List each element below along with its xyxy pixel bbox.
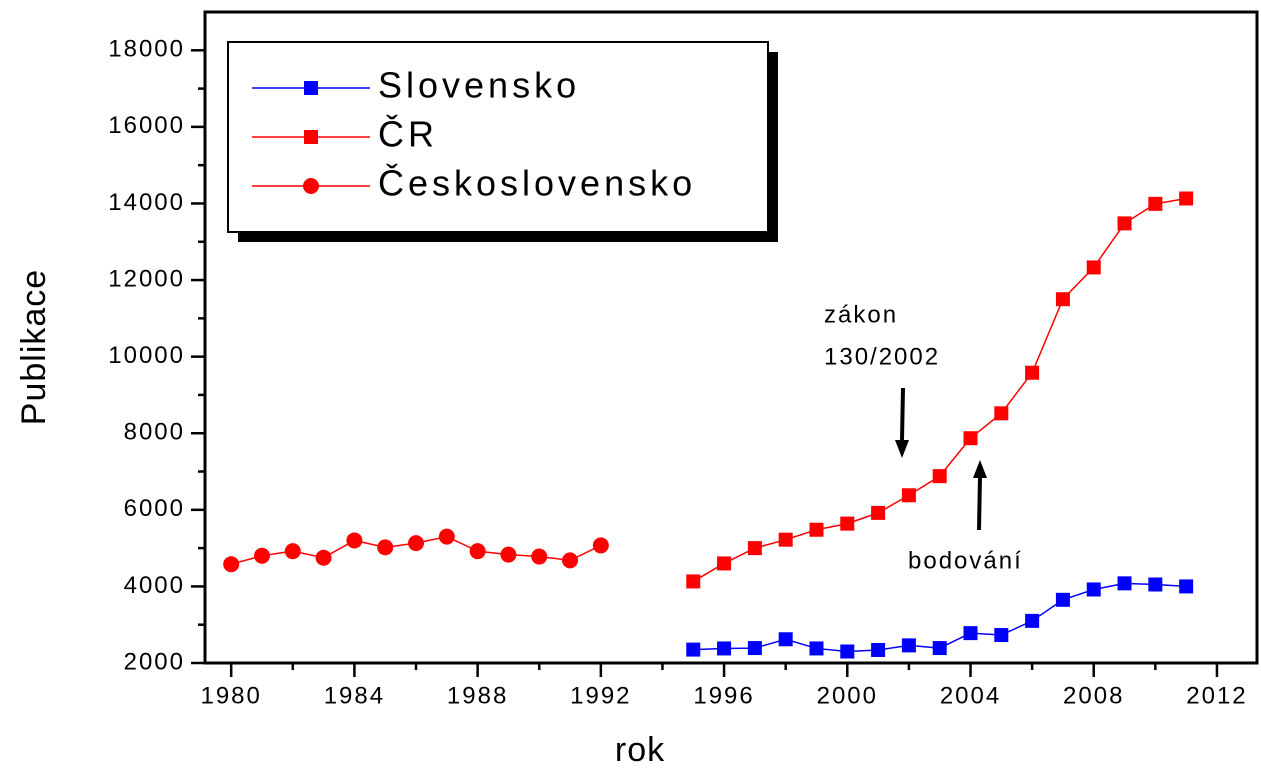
x-axis-label: rok (615, 731, 665, 769)
data-point (1179, 579, 1194, 594)
data-point (438, 528, 455, 545)
x-tick-label: 2000 (817, 682, 878, 709)
data-point (377, 539, 394, 556)
data-point (932, 641, 947, 656)
x-tick-label: 2008 (1063, 682, 1124, 709)
legend-label: Československo (378, 163, 696, 204)
data-point (717, 641, 732, 656)
y-tick-label: 6000 (124, 495, 185, 522)
data-point (994, 406, 1009, 421)
y-tick-label: 2000 (124, 648, 185, 675)
data-point (315, 549, 332, 566)
data-point (809, 522, 824, 537)
y-tick-label: 18000 (108, 36, 185, 63)
y-tick-label: 10000 (108, 342, 185, 369)
data-point (717, 556, 732, 571)
data-point (747, 641, 762, 656)
annotation: 130/2002 (824, 343, 940, 370)
data-point (1117, 576, 1132, 591)
data-point (901, 638, 916, 653)
data-point (1117, 216, 1132, 231)
data-point (1055, 292, 1070, 307)
data-point (686, 642, 701, 657)
plot-frame (203, 10, 1259, 665)
legend-label: Slovensko (378, 65, 580, 106)
data-point (686, 574, 701, 589)
x-tick-label: 1992 (570, 682, 631, 709)
series-line (692, 197, 1187, 583)
legend-label: ČR (378, 114, 438, 155)
data-point (994, 628, 1009, 643)
data-point (778, 532, 793, 547)
legend-marker (303, 178, 319, 194)
data-point (840, 516, 855, 531)
data-point (1055, 592, 1070, 607)
data-point (871, 642, 886, 657)
arrow-shaft (900, 387, 905, 441)
y-axis-label: Publikace (15, 269, 53, 425)
data-point (253, 547, 270, 564)
x-tick-label: 1984 (324, 682, 385, 709)
data-point (747, 541, 762, 556)
data-point (223, 556, 240, 573)
data-point (1025, 613, 1040, 628)
data-point (1148, 196, 1163, 211)
data-point (963, 431, 978, 446)
data-point (469, 543, 486, 560)
y-tick-label: 4000 (124, 572, 185, 599)
arrow-shaft (977, 475, 982, 531)
data-point (531, 548, 548, 565)
data-point (932, 469, 947, 484)
annotation: zákon (824, 301, 898, 328)
data-point (1086, 582, 1101, 597)
data-point (871, 505, 886, 520)
x-tick-label: 1980 (200, 682, 261, 709)
arrow-head (895, 440, 909, 458)
annotation: bodování (908, 547, 1023, 574)
data-point (408, 535, 425, 552)
arrow-head (973, 460, 987, 478)
data-point (809, 641, 824, 656)
y-tick-label: 12000 (108, 265, 185, 292)
x-tick-label: 2004 (940, 682, 1001, 709)
x-tick-label: 2012 (1186, 682, 1247, 709)
x-tick-label: 1996 (693, 682, 754, 709)
data-point (840, 644, 855, 659)
legend-marker (304, 81, 318, 95)
data-point (284, 543, 301, 560)
data-point (1086, 260, 1101, 275)
data-point (1025, 365, 1040, 380)
x-tick-label: 1988 (447, 682, 508, 709)
data-point (500, 546, 517, 563)
data-point (562, 552, 579, 569)
data-point (592, 537, 609, 554)
data-point (778, 632, 793, 647)
data-point (1179, 191, 1194, 206)
data-point (346, 532, 363, 549)
y-tick-label: 8000 (124, 419, 185, 446)
data-point (1148, 577, 1163, 592)
legend-marker (304, 130, 318, 144)
y-tick-label: 16000 (108, 112, 185, 139)
data-point (901, 488, 916, 503)
data-point (963, 626, 978, 641)
y-tick-label: 14000 (108, 189, 185, 216)
